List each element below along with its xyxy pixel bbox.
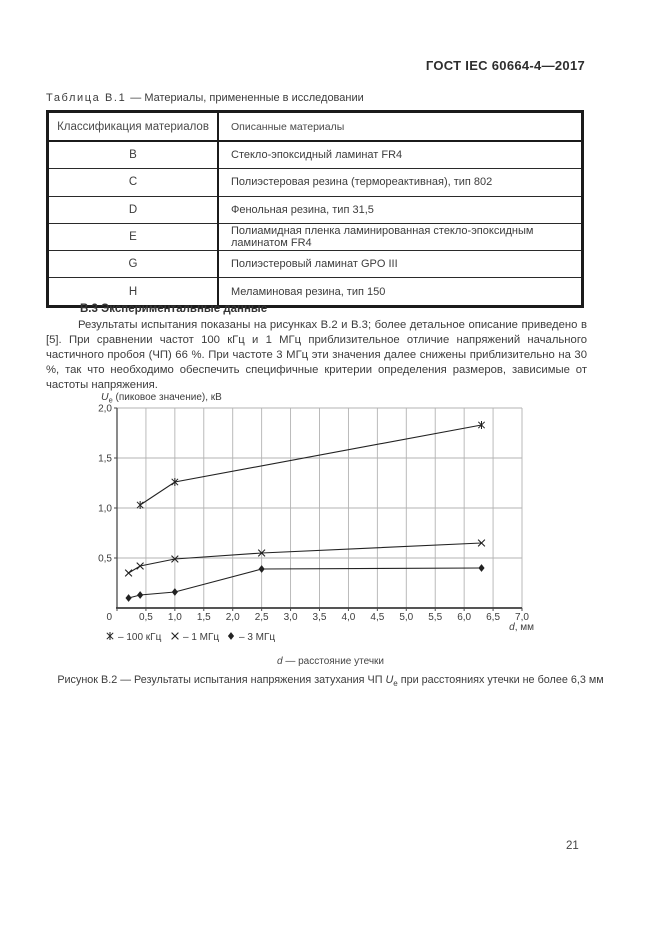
x-marker — [171, 555, 179, 563]
table-row: H Меламиновая резина, тип 150 — [47, 277, 583, 307]
table-header-row: Классификация материалов Описанные матер… — [47, 111, 583, 142]
materials-table-body: B Стекло-эпоксидный ламинат FR4 C Полиэстер… — [47, 140, 583, 307]
legend-item: – 100 кГц — [106, 632, 162, 643]
cell-classification: D — [47, 195, 219, 224]
x-marker — [171, 632, 179, 640]
figure-caption-after: при расстояниях утечки не более 6,3 мм — [397, 674, 604, 686]
x-tick-label: 4,5 — [370, 612, 384, 623]
cell-classification: C — [47, 168, 219, 197]
cell-classification: H — [47, 277, 219, 307]
axis-note-text: — расстояние утечки — [282, 656, 384, 667]
diamond-marker — [258, 565, 265, 573]
series-line — [128, 567, 482, 599]
line-chart: 0 0,5 1,0 1,5 2,0 2,5 3,0 3,5 4,0 4,5 5,0 5,5 6,0 6,5… — [98, 391, 534, 643]
axis-note-symbol: d — [276, 656, 283, 667]
x-tick-label: 6,0 — [457, 612, 471, 623]
cell-material: Полиэстеровая резина (термореактивная), … — [218, 168, 583, 197]
legend-label: – 100 кГц — [118, 632, 162, 643]
series-asterisk — [136, 421, 486, 509]
x-tick-label: 2,0 — [226, 612, 240, 623]
x-tick-label: 1,0 — [168, 612, 182, 623]
materials-table: Классификация материалов Описанные матер… — [46, 110, 584, 308]
x-tick-label: 5,0 — [399, 612, 413, 623]
table-row: E Полиамидная пленка ламинированная стекл… — [47, 222, 583, 251]
table-row: C Полиэстеровая резина (термореактивная),… — [47, 168, 583, 197]
section-heading: В.3 Экспериментальные данные — [80, 303, 268, 315]
body-paragraph: Результаты испытания показаны на рисунка… — [46, 319, 587, 391]
cell-classification: E — [47, 222, 219, 251]
figure-b2-chart: 0 0,5 1,0 1,5 2,0 2,5 3,0 3,5 4,0 4,5 5,0 5,5 6,0 6,5… — [95, 388, 555, 650]
x-marker — [124, 569, 133, 577]
column-header-materials: Описанные материалы — [218, 111, 583, 142]
legend-label: – 3 МГц — [239, 632, 275, 643]
figure-caption-sub: e — [393, 679, 398, 689]
table-caption-text: — Материалы, примененные в исследовании — [130, 92, 364, 104]
x-marker — [477, 539, 486, 547]
x-tick-label: 3,0 — [284, 612, 298, 623]
page-number: 21 — [566, 840, 579, 852]
table-caption: Таблица В.1— Материалы, примененные в ис… — [46, 92, 364, 104]
cell-material: Фенольная резина, тип 31,5 — [218, 195, 583, 224]
legend-item: – 3 МГц — [227, 632, 275, 643]
y-tick-label: 1,5 — [98, 454, 112, 465]
x-tick-label: 7,0 — [515, 612, 529, 623]
cell-material: Стекло-эпоксидный ламинат FR4 — [218, 140, 583, 169]
table-row: D Фенольная резина, тип 31,5 — [47, 195, 583, 224]
cell-material: Полиамидная пленка ламинированная стекло… — [218, 222, 583, 251]
x-tick-label: 3,5 — [313, 612, 327, 623]
figure-caption-symbol: U — [385, 674, 394, 686]
x-tick-label: 2,5 — [255, 612, 269, 623]
series-x — [124, 539, 486, 577]
table-row: G Полиэстеровый ламинат GPO III — [47, 250, 583, 278]
materials-table-head: Классификация материалов Описанные матер… — [47, 111, 583, 142]
diamond-marker — [137, 591, 144, 599]
table-caption-label: Таблица В.1 — [46, 92, 127, 104]
y-tick-label: 2,0 — [98, 404, 112, 415]
x-tick-label: 4,0 — [341, 612, 355, 623]
x-tick-label: 1,5 — [197, 612, 211, 623]
x-tick-label: 0,5 — [139, 612, 153, 623]
column-header-classification: Классификация материалов — [47, 111, 219, 142]
cell-classification: G — [47, 250, 219, 278]
y-tick-label: 0,5 — [98, 554, 112, 565]
table-row: B Стекло-эпоксидный ламинат FR4 — [47, 140, 583, 169]
asterisk-marker — [171, 478, 179, 486]
x-tick-label: 0 — [106, 612, 112, 623]
x-marker — [257, 549, 266, 557]
series-line — [139, 424, 482, 506]
axis-note: d — расстояние утечки — [0, 656, 661, 667]
cell-classification: B — [47, 140, 219, 169]
figure-caption-before: Рисунок В.2 — Результаты испытания напря… — [57, 674, 386, 686]
y-tick-label: 1,0 — [98, 504, 112, 515]
legend-label: – 1 МГц — [183, 632, 219, 643]
cell-material: Меламиновая резина, тип 150 — [218, 277, 583, 307]
legend-item: – 1 МГц — [171, 632, 219, 643]
standard-number: ГОСТ IEC 60664-4—2017 — [425, 58, 585, 73]
diamond-marker — [171, 588, 178, 596]
diamond-marker — [227, 632, 235, 640]
x-marker — [136, 562, 144, 570]
series-diamond — [125, 564, 485, 602]
asterisk-marker — [136, 501, 144, 509]
figure-caption: Рисунок В.2 — Результаты испытания напря… — [0, 674, 661, 688]
asterisk-marker — [106, 632, 114, 640]
diamond-marker — [478, 564, 485, 572]
x-tick-label: 5,5 — [428, 612, 442, 623]
y-axis-title: Ue (пиковое значение), кВ — [101, 391, 222, 405]
asterisk-marker — [477, 421, 486, 429]
cell-material: Полиэстеровый ламинат GPO III — [218, 250, 583, 278]
x-tick-label: 6,5 — [486, 612, 500, 623]
diamond-marker — [125, 594, 132, 602]
x-axis-title: d, мм — [509, 622, 534, 633]
